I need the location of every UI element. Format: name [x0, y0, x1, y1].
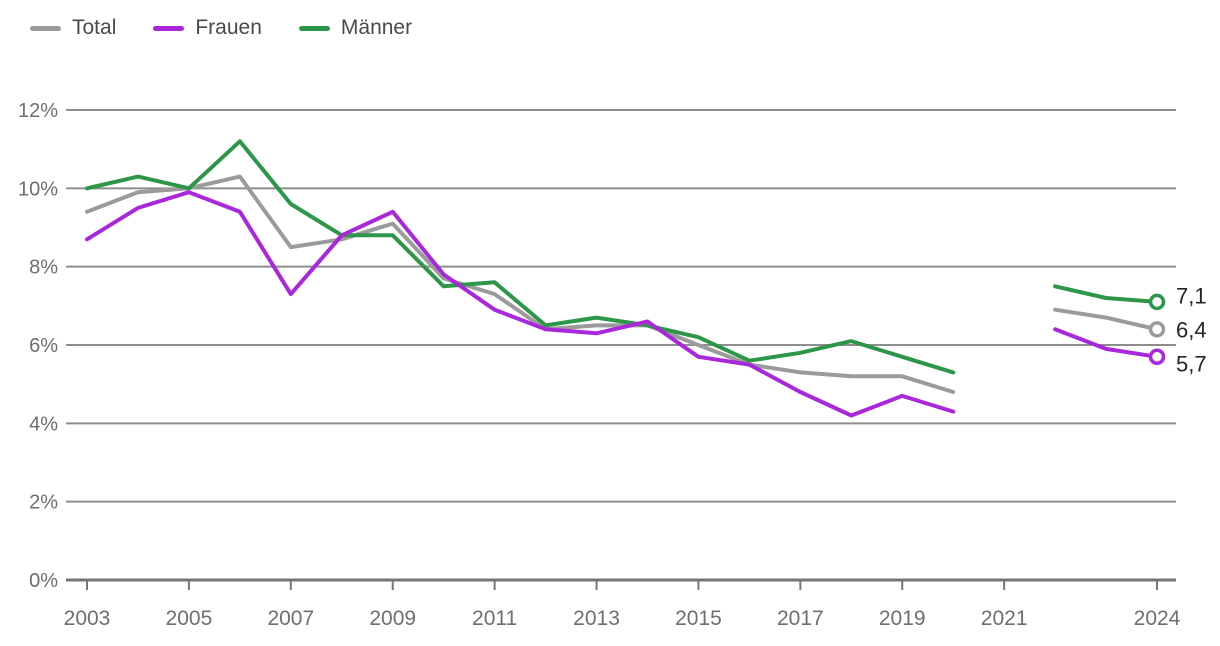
end-marker-männer [1148, 293, 1166, 311]
end-marker-total [1148, 321, 1166, 338]
series-line-total [1053, 307, 1159, 332]
x-tick-label: 2003 [64, 607, 111, 630]
chart-legend: Total Frauen Männer [30, 16, 412, 40]
series-line-männer [1053, 284, 1159, 304]
y-tick-label: 8% [29, 257, 58, 279]
series-line-total [85, 174, 956, 394]
y-tick-label: 10% [18, 178, 58, 200]
legend-item-total: Total [30, 16, 116, 40]
series-line-frauen [85, 190, 956, 418]
y-tick-label: 6% [29, 335, 58, 357]
x-tick-label: 2021 [981, 607, 1028, 630]
legend-label-maenner: Männer [340, 16, 413, 39]
series-line-frauen [1053, 327, 1159, 359]
x-tick-label: 2024 [1134, 607, 1181, 630]
legend-item-maenner: Männer [298, 16, 413, 40]
x-tick-label: 2013 [573, 607, 620, 630]
y-tick-label: 4% [29, 413, 58, 435]
end-value-label-frauen: 5,7 [1176, 351, 1207, 376]
legend-swatch-frauen [153, 25, 185, 31]
y-tick-label: 12% [18, 100, 58, 122]
x-tick-label: 2005 [166, 607, 213, 630]
legend-swatch-maenner [298, 25, 330, 31]
end-value-label-total: 6,4 [1176, 317, 1207, 342]
legend-label-total: Total [72, 16, 117, 39]
x-tick-label: 2015 [675, 607, 722, 630]
y-tick-label: 2% [29, 492, 58, 514]
end-marker-frauen [1148, 348, 1166, 365]
x-tick-label: 2009 [369, 607, 416, 630]
legend-item-frauen: Frauen [153, 16, 262, 40]
x-tick-label: 2017 [777, 607, 824, 630]
y-tick-label: 0% [29, 570, 58, 592]
legend-label-frauen: Frauen [195, 16, 262, 39]
x-tick-label: 2019 [879, 607, 926, 630]
end-value-label-männer: 7,1 [1176, 283, 1207, 308]
series-line-männer [85, 139, 956, 375]
x-tick-label: 2007 [267, 607, 314, 630]
x-tick-label: 2011 [472, 607, 517, 630]
legend-swatch-total [30, 25, 61, 31]
